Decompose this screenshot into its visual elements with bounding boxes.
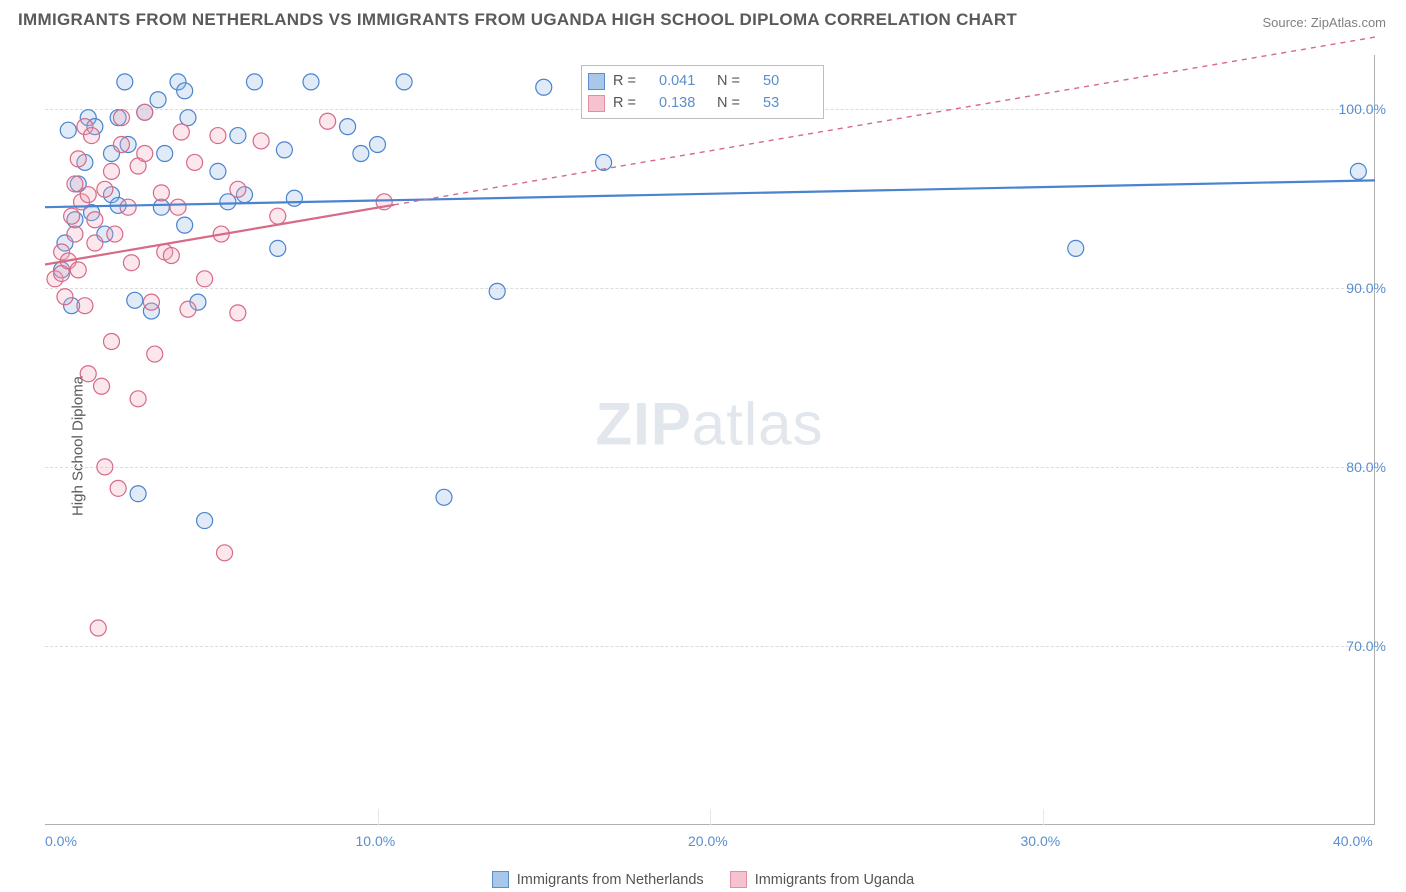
data-point — [303, 74, 319, 90]
series-legend: Immigrants from Netherlands Immigrants f… — [0, 871, 1406, 888]
swatch-netherlands — [492, 871, 509, 888]
data-point — [536, 79, 552, 95]
data-point — [210, 128, 226, 144]
data-point — [80, 187, 96, 203]
plot-area: ZIPatlas R = 0.041 N = 50 R = 0.138 N = … — [45, 55, 1375, 825]
data-point — [64, 208, 80, 224]
data-point — [489, 283, 505, 299]
chart-title: IMMIGRANTS FROM NETHERLANDS VS IMMIGRANT… — [18, 10, 1017, 30]
data-point — [113, 137, 129, 153]
x-tick-label: 30.0% — [1021, 833, 1061, 849]
data-point — [286, 190, 302, 206]
data-point — [163, 248, 179, 264]
source-attribution: Source: ZipAtlas.com — [1262, 15, 1386, 30]
data-point — [107, 226, 123, 242]
data-point — [270, 240, 286, 256]
y-tick-label: 70.0% — [1346, 638, 1386, 654]
data-point — [197, 513, 213, 529]
data-point — [130, 486, 146, 502]
data-point — [197, 271, 213, 287]
legend-row-series-2: R = 0.138 N = 53 — [588, 92, 813, 114]
data-point — [97, 181, 113, 197]
data-point — [177, 83, 193, 99]
data-point — [90, 620, 106, 636]
correlation-legend: R = 0.041 N = 50 R = 0.138 N = 53 — [581, 65, 824, 119]
data-point — [130, 391, 146, 407]
data-point — [276, 142, 292, 158]
data-point — [230, 128, 246, 144]
x-tick-label: 0.0% — [45, 833, 77, 849]
data-point — [70, 151, 86, 167]
x-tick-label: 40.0% — [1333, 833, 1373, 849]
data-point — [246, 74, 262, 90]
data-point — [87, 212, 103, 228]
data-point — [120, 199, 136, 215]
data-point — [210, 163, 226, 179]
y-tick-label: 90.0% — [1346, 280, 1386, 296]
data-point — [80, 366, 96, 382]
data-point — [113, 110, 129, 126]
data-point — [94, 378, 110, 394]
swatch-uganda — [588, 95, 605, 112]
data-point — [70, 262, 86, 278]
data-point — [436, 489, 452, 505]
x-tick-label: 20.0% — [688, 833, 728, 849]
data-point — [353, 145, 369, 161]
legend-item-netherlands: Immigrants from Netherlands — [492, 871, 704, 888]
data-point — [340, 119, 356, 135]
data-point — [180, 301, 196, 317]
data-point — [180, 110, 196, 126]
data-point — [143, 294, 159, 310]
data-point — [270, 208, 286, 224]
data-point — [97, 459, 113, 475]
data-point — [370, 137, 386, 153]
data-point — [596, 154, 612, 170]
data-point — [104, 163, 120, 179]
scatter-svg — [45, 55, 1375, 825]
data-point — [104, 334, 120, 350]
data-point — [1068, 240, 1084, 256]
swatch-uganda — [730, 871, 747, 888]
data-point — [253, 133, 269, 149]
swatch-netherlands — [588, 73, 605, 90]
data-point — [396, 74, 412, 90]
y-tick-label: 100.0% — [1339, 101, 1386, 117]
data-point — [147, 346, 163, 362]
data-point — [137, 145, 153, 161]
data-point — [67, 226, 83, 242]
data-point — [77, 298, 93, 314]
data-point — [87, 235, 103, 251]
y-tick-label: 80.0% — [1346, 459, 1386, 475]
data-point — [137, 104, 153, 120]
trend-line-extrapolated — [394, 37, 1375, 205]
data-point — [57, 289, 73, 305]
data-point — [117, 74, 133, 90]
data-point — [110, 480, 126, 496]
data-point — [230, 181, 246, 197]
data-point — [153, 199, 169, 215]
data-point — [123, 255, 139, 271]
data-point — [320, 113, 336, 129]
data-point — [60, 122, 76, 138]
data-point — [84, 128, 100, 144]
data-point — [173, 124, 189, 140]
data-point — [150, 92, 166, 108]
data-point — [127, 292, 143, 308]
data-point — [1350, 163, 1366, 179]
data-point — [230, 305, 246, 321]
data-point — [187, 154, 203, 170]
data-point — [170, 199, 186, 215]
data-point — [217, 545, 233, 561]
legend-row-series-1: R = 0.041 N = 50 — [588, 70, 813, 92]
data-point — [153, 185, 169, 201]
legend-item-uganda: Immigrants from Uganda — [730, 871, 915, 888]
data-point — [157, 145, 173, 161]
data-point — [67, 176, 83, 192]
data-point — [177, 217, 193, 233]
x-tick-label: 10.0% — [356, 833, 396, 849]
